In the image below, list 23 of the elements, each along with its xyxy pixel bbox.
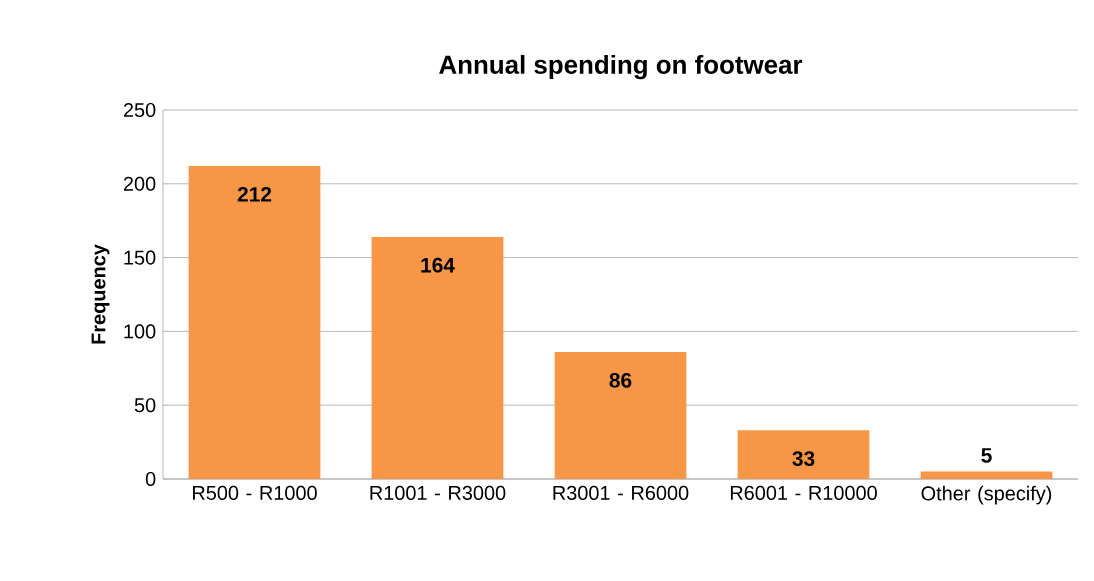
y-tick-label: 200 — [123, 176, 156, 191]
data-label: 5 — [981, 448, 992, 463]
bar — [188, 166, 321, 479]
data-label: 212 — [237, 186, 272, 202]
bar — [371, 236, 504, 479]
bar — [554, 352, 687, 479]
x-tick-label: R6001 - R10000 — [730, 485, 877, 500]
bar — [737, 430, 870, 479]
y-tick-label: 150 — [124, 250, 156, 265]
data-label: 33 — [792, 451, 815, 466]
bar — [920, 471, 1053, 479]
x-tick-label: Other (specify) — [921, 485, 1052, 505]
chart-title: Annual spending on footwear — [439, 54, 803, 80]
data-label: 164 — [421, 257, 455, 273]
y-axis-title: Frequency — [91, 244, 110, 344]
y-tick-label: 100 — [124, 324, 156, 339]
x-tick-label: R500 - R1000 — [193, 485, 317, 500]
y-tick-label: 0 — [145, 471, 156, 487]
x-tick-label: R3001 - R6000 — [553, 485, 689, 500]
y-tick-label: 250 — [123, 102, 156, 118]
x-tick-label: R1001 - R3000 — [370, 485, 506, 500]
data-label: 86 — [609, 372, 632, 388]
y-tick-label: 50 — [134, 398, 156, 413]
